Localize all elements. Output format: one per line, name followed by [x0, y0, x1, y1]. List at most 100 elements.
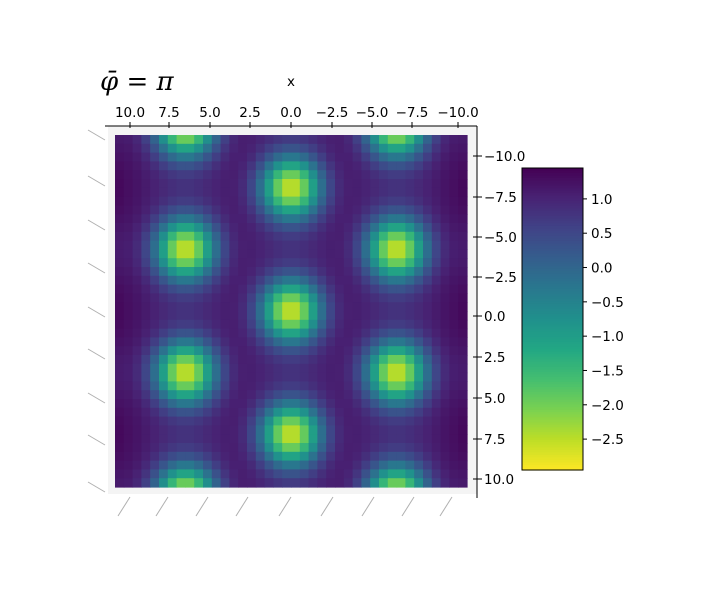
heatmap-cell — [238, 478, 248, 488]
heatmap-cell — [220, 284, 230, 294]
heatmap-cell — [238, 328, 248, 338]
heatmap-cell — [352, 328, 362, 338]
heatmap-cell — [299, 355, 310, 365]
heatmap-cell — [203, 143, 213, 154]
heatmap-cell — [361, 381, 371, 391]
heatmap-cell — [379, 196, 389, 206]
heatmap-cell — [299, 478, 310, 488]
heatmap-cell — [141, 337, 151, 347]
heatmap-cell — [361, 135, 371, 145]
heatmap-cell — [299, 434, 310, 444]
y-tick-label: −7.5 — [484, 190, 517, 206]
heatmap-cell — [343, 293, 354, 303]
heatmap-cell — [414, 135, 424, 145]
heatmap-cell — [167, 240, 178, 250]
x-tick-label: 5.0 — [199, 105, 220, 121]
heatmap-cell — [449, 170, 459, 180]
heatmap-cell — [247, 249, 257, 259]
heatmap-cell — [273, 355, 283, 365]
heatmap-cell — [343, 399, 354, 409]
heatmap-cell — [379, 416, 389, 426]
y-tick-label: −5.0 — [484, 230, 517, 246]
heatmap-cell — [141, 346, 151, 356]
y-tick-label: 10.0 — [484, 472, 514, 488]
heatmap-cell — [449, 337, 459, 347]
heatmap-cell — [326, 302, 336, 312]
heatmap-cell — [247, 399, 257, 409]
heatmap-cell — [220, 416, 230, 426]
heatmap-cell — [264, 284, 274, 294]
heatmap-cell — [449, 258, 459, 268]
heatmap-cell — [291, 152, 301, 162]
heatmap-cell — [194, 355, 204, 365]
heatmap-cell — [132, 363, 142, 374]
heatmap-cell — [308, 231, 318, 242]
colorbar-segment — [522, 379, 583, 383]
heatmap-cell — [264, 258, 274, 268]
heatmap-cell — [449, 249, 459, 259]
heatmap-cell — [343, 161, 354, 171]
heatmap-cell — [423, 170, 433, 180]
heatmap-cell — [229, 223, 239, 233]
heatmap-cell — [176, 302, 186, 312]
heatmap-cell — [159, 372, 169, 382]
heatmap-cell — [431, 346, 442, 356]
heatmap-cell — [273, 196, 283, 206]
heatmap-cell — [282, 311, 292, 321]
heatmap-cell — [211, 407, 222, 418]
heatmap-cell — [291, 258, 301, 268]
heatmap-cell — [167, 319, 178, 330]
heatmap-cell — [159, 284, 169, 294]
heatmap-cell — [414, 258, 424, 268]
x-ticks: 10.0 7.5 5.0 2.5 0.0 −2.5 −5.0 −7.5 −10.0 — [115, 105, 479, 128]
heatmap-cell — [264, 214, 274, 224]
heatmap-cell — [132, 223, 142, 233]
heatmap-cell — [291, 231, 301, 242]
heatmap-cell — [379, 205, 389, 215]
heatmap-cell — [150, 196, 160, 206]
heatmap-cell — [159, 460, 169, 470]
heatmap-cell — [194, 267, 204, 277]
colorbar-segment — [522, 296, 583, 300]
heatmap-cell — [185, 161, 195, 171]
heatmap-cell — [326, 267, 336, 277]
heatmap-cell — [273, 434, 283, 444]
heatmap-cell — [449, 205, 459, 215]
heatmap-cell — [264, 205, 274, 215]
heatmap-cell — [220, 363, 230, 374]
heatmap-cell — [194, 240, 204, 250]
heatmap-cell — [379, 161, 389, 171]
heatmap-cell — [273, 143, 283, 154]
colorbar-segment — [522, 311, 583, 315]
heatmap-cell — [414, 363, 424, 374]
heatmap-cell — [370, 372, 380, 382]
heatmap-cell — [291, 170, 301, 180]
heatmap-cell — [255, 275, 266, 286]
heatmap-cell — [291, 443, 301, 453]
heatmap-cell — [308, 187, 318, 198]
heatmap-cell — [176, 451, 186, 462]
heatmap-cell — [150, 460, 160, 470]
heatmap-cell — [255, 170, 266, 180]
heatmap-cell — [317, 267, 327, 277]
heatmap-cell — [299, 363, 310, 374]
heatmap-cell — [308, 143, 318, 154]
heatmap-cell — [247, 267, 257, 277]
heatmap-cell — [317, 205, 327, 215]
heatmap-cell — [431, 319, 442, 330]
colorbar-segment — [522, 220, 583, 224]
heatmap-cell — [255, 179, 266, 189]
heatmap-cell — [203, 179, 213, 189]
heatmap-cell — [229, 425, 239, 435]
colorbar-segment — [522, 223, 583, 227]
heatmap-cell — [167, 399, 178, 409]
heatmap-cell — [431, 187, 442, 198]
heatmap-cell — [211, 231, 222, 242]
heatmap-cell — [352, 293, 362, 303]
heatmap-cell — [299, 319, 310, 330]
heatmap-cell — [273, 223, 283, 233]
heatmap-cell — [141, 152, 151, 162]
heatmap-cell — [458, 443, 468, 453]
y-ticks: −10.0−7.5−5.0−2.50.02.55.07.510.0 — [473, 149, 525, 488]
heatmap-cell — [326, 143, 336, 154]
